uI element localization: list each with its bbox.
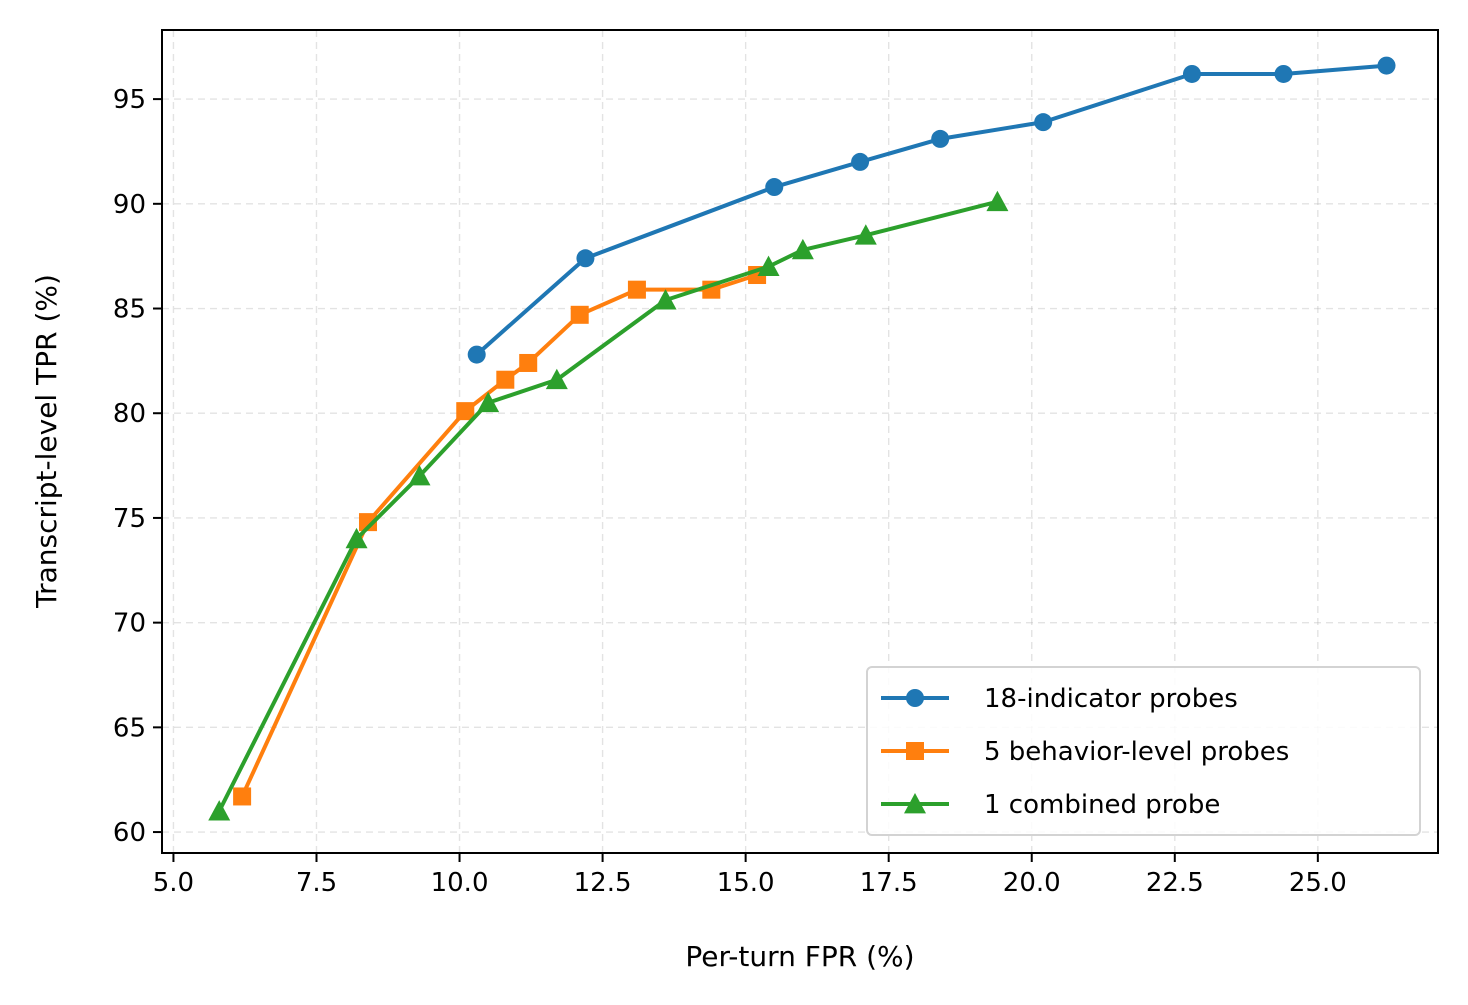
data-point — [358, 513, 377, 532]
data-point — [519, 353, 538, 372]
data-point — [545, 368, 568, 390]
legend-label: 18-indicator probes — [984, 684, 1238, 714]
x-tick-label: 15.0 — [717, 868, 775, 898]
legend-marker — [906, 689, 924, 707]
legend: 18-indicator probes 5 behavior-level prob… — [866, 666, 1421, 836]
x-tick-label: 20.0 — [1003, 868, 1061, 898]
series-layer — [208, 56, 1396, 821]
data-point — [456, 402, 475, 421]
x-axis-title: Per-turn FPR (%) — [685, 940, 914, 973]
data-point — [854, 224, 877, 245]
legend-label: 1 combined probe — [984, 790, 1220, 820]
data-point — [467, 345, 486, 364]
x-tick-label: 25.0 — [1289, 868, 1347, 898]
y-tick-label: 80 — [113, 399, 146, 429]
legend-marker — [904, 793, 926, 814]
plot-frame — [161, 29, 1439, 854]
data-point — [1182, 64, 1201, 83]
grid-lines — [162, 30, 1438, 853]
data-point — [1377, 56, 1396, 75]
data-point — [627, 280, 646, 299]
y-tick-label: 85 — [113, 295, 146, 325]
data-point — [345, 527, 368, 549]
x-tick-label: 10.0 — [431, 868, 489, 898]
y-tick-label: 75 — [113, 504, 146, 534]
data-point — [765, 178, 784, 197]
series-line — [217, 199, 1000, 814]
legend-label: 5 behavior-level probes — [984, 737, 1289, 767]
y-tick-label: 60 — [113, 818, 146, 848]
x-tick-label: 12.5 — [574, 868, 632, 898]
data-point — [851, 152, 870, 171]
y-tick-label: 65 — [113, 713, 146, 743]
y-axis-title: Transcript-level TPR (%) — [30, 274, 63, 609]
data-point — [477, 391, 500, 413]
series-circle — [467, 56, 1396, 364]
data-point — [791, 238, 814, 260]
x-tick-label: 17.5 — [860, 868, 918, 898]
y-tick-label: 90 — [113, 190, 146, 220]
data-point — [1034, 113, 1053, 132]
data-point — [570, 305, 589, 324]
data-point — [654, 289, 677, 310]
data-point — [233, 787, 252, 806]
series-triangle — [208, 190, 1009, 821]
data-point — [408, 465, 431, 486]
y-tick-label: 70 — [113, 609, 146, 639]
legend-box — [866, 666, 1421, 836]
data-point — [931, 129, 950, 148]
x-tick-label: 7.5 — [296, 868, 337, 898]
axis-ticks: 5.0 7.5 10.0 12.5 15.0 17.5 20.0 22.5 25.0 60 65 70… — [113, 85, 1347, 898]
data-point — [986, 190, 1009, 212]
data-point — [208, 800, 231, 821]
x-tick-label: 5.0 — [153, 868, 194, 898]
y-tick-label: 95 — [113, 85, 146, 115]
data-point — [576, 249, 595, 268]
data-point — [1274, 64, 1293, 83]
data-point — [757, 255, 780, 276]
x-tick-label: 22.5 — [1146, 868, 1204, 898]
data-point — [496, 370, 515, 389]
legend-marker — [906, 742, 924, 760]
